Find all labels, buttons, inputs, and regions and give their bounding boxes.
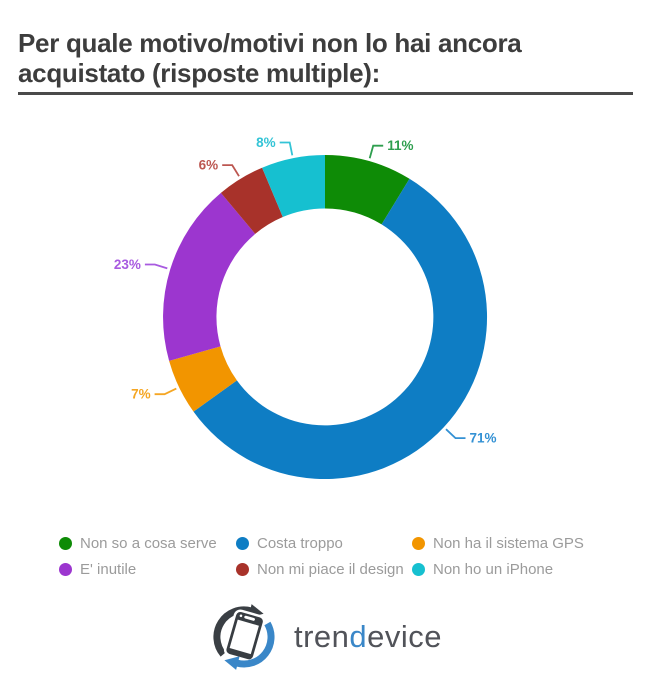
label-leader-line-non-ha-il-sistema-gps (154, 387, 177, 395)
legend-item-label: Non ha il sistema GPS (433, 535, 584, 553)
legend-item-non-ha-il-sistema-gps[interactable]: Non ha il sistema GPS (412, 531, 634, 557)
legend-item-label: Costa troppo (257, 535, 343, 553)
legend: Non so a cosa serve Costa troppo Non ha il… (59, 531, 634, 583)
legend-item-label: Non so a cosa serve (80, 535, 217, 553)
legend-color-dot (59, 563, 72, 577)
label-leader-line-non-ho-un-iphone (279, 141, 294, 156)
label-leader-line-e-inutile (144, 263, 168, 270)
donut-segment-non-ha-il-sistema-gps[interactable] (169, 346, 237, 412)
donut-chart: 11% 71% 7% 23% 6% 8% (114, 135, 497, 479)
donut-percent-label-non-mi-piace-il-design: 6% (199, 157, 219, 172)
donut-percent-label-non-ho-un-iphone: 8% (256, 135, 276, 150)
phone-recycle-icon (213, 603, 275, 670)
label-leader-line-non-so-a-cosa-serve (368, 144, 384, 159)
legend-item-non-mi-piace-il-design[interactable]: Non mi piace il design (236, 557, 412, 583)
donut-chart-area: 11% 71% 7% 23% 6% 8% (0, 119, 650, 506)
legend-color-dot (236, 563, 249, 577)
legend-item-label: Non mi piace il design (257, 561, 404, 579)
legend-item-label: Non ho un iPhone (433, 561, 554, 579)
legend-item-label: E' inutile (80, 561, 137, 579)
donut-segment-non-mi-piace-il-design[interactable] (220, 167, 283, 234)
legend-item-non-so-a-cosa-serve[interactable]: Non so a cosa serve (59, 531, 236, 557)
legend-color-dot (412, 537, 425, 551)
donut-percent-label-e-inutile: 23% (114, 257, 141, 272)
legend-color-dot (236, 537, 249, 551)
donut-percent-label-costa-troppo: 71% (470, 430, 497, 445)
label-leader-line-costa-troppo (445, 428, 466, 439)
donut-percent-label-non-so-a-cosa-serve: 11% (387, 138, 413, 153)
legend-item-non-ho-un-iphone[interactable]: Non ho un iPhone (412, 557, 634, 583)
logo-text: trendevice (294, 619, 442, 655)
legend-color-dot (412, 563, 425, 577)
legend-item-costa-troppo[interactable]: Costa troppo (236, 531, 412, 557)
donut-segment-non-so-a-cosa-serve[interactable] (325, 154, 410, 225)
donut-segment-e-inutile[interactable] (163, 192, 256, 361)
trendevice-logo[interactable]: trendevice (0, 603, 650, 671)
label-leader-line-non-mi-piace-il-design (222, 164, 240, 177)
donut-segment-non-ho-un-iphone[interactable] (262, 154, 325, 217)
donut-percent-label-non-ha-il-sistema-gps: 7% (131, 387, 151, 402)
legend-color-dot (59, 537, 72, 551)
logo-text-part: d (349, 618, 368, 654)
logo-text-part: evice (367, 618, 443, 654)
legend-item-e-inutile[interactable]: E' inutile (59, 557, 236, 583)
donut-segment-costa-troppo[interactable] (193, 178, 488, 479)
logo-text-part: tren (293, 618, 350, 654)
chart-title: Per quale motivo/motivi non lo hai ancor… (18, 28, 633, 95)
